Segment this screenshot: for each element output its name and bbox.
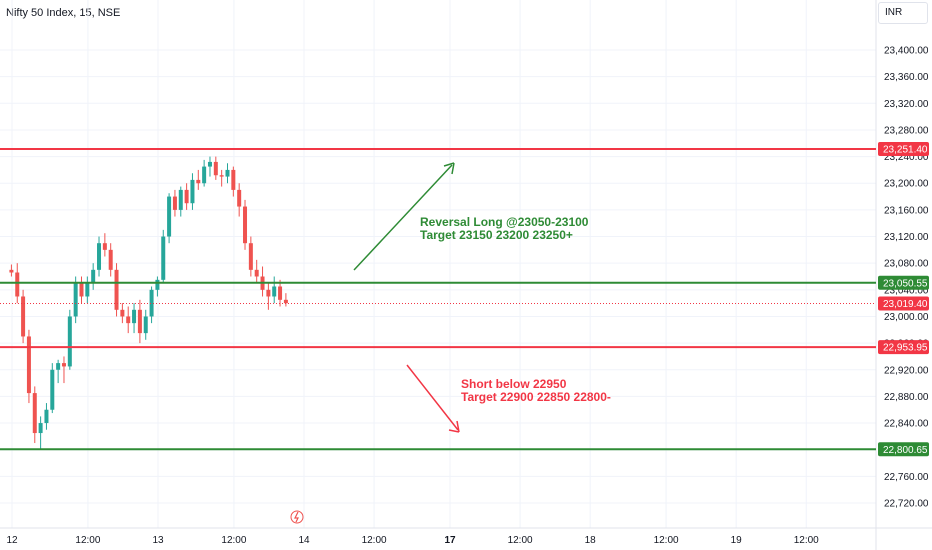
price-tick-label: 22,760.00 xyxy=(884,472,929,483)
time-tick-label: 17 xyxy=(444,535,456,546)
short-arrow-head xyxy=(448,420,460,433)
time-tick-label: 14 xyxy=(298,535,310,546)
event-icon[interactable] xyxy=(290,510,304,524)
price-level-label: 23,019.40 xyxy=(883,299,928,310)
candle-body xyxy=(225,169,230,177)
price-tick-label: 23,200.00 xyxy=(884,179,929,190)
price-tick-label: 23,040.00 xyxy=(884,285,929,296)
price-level-label: 22,953.95 xyxy=(883,343,928,354)
long-annotation-line2: Target 23150 23200 23250+ xyxy=(420,228,573,242)
candle-body xyxy=(143,316,148,334)
candle-body xyxy=(79,283,84,297)
candle-body xyxy=(283,299,288,304)
price-level-label: 22,800.65 xyxy=(883,445,928,456)
price-level-badge xyxy=(878,141,929,156)
candle-body xyxy=(272,286,277,297)
candle-body xyxy=(91,269,96,284)
time-tick-label: 12:00 xyxy=(362,535,387,546)
candle-body xyxy=(278,286,283,300)
candle-body xyxy=(21,296,26,337)
time-tick-label: 12:00 xyxy=(654,535,679,546)
candle-body xyxy=(149,289,154,317)
candle-body xyxy=(61,363,66,367)
candle-body xyxy=(231,169,236,190)
candle-body xyxy=(132,309,137,324)
candle-body xyxy=(38,423,43,434)
price-level-label: 23,050.55 xyxy=(883,278,928,289)
candle-body xyxy=(155,279,160,290)
candle-body xyxy=(15,272,20,297)
candle-body xyxy=(26,336,31,394)
candle-body xyxy=(213,161,218,176)
candle-body xyxy=(9,269,14,273)
candle-body xyxy=(97,243,102,270)
candle-body xyxy=(243,206,248,244)
price-tick-label: 22,720.00 xyxy=(884,499,929,510)
short-annotation-line1: Short below 22950 xyxy=(461,377,567,391)
price-tick-label: 23,360.00 xyxy=(884,72,929,83)
candle-body xyxy=(56,363,61,370)
candle-body xyxy=(85,283,90,297)
candle-body xyxy=(32,393,37,434)
price-tick-label: 23,080.00 xyxy=(884,259,929,270)
long-annotation-line1: Reversal Long @23050-23100 xyxy=(420,215,589,229)
currency-selector[interactable]: INR xyxy=(878,2,928,24)
price-tick-label: 23,320.00 xyxy=(884,99,929,110)
price-level-label: 23,251.40 xyxy=(883,144,928,155)
price-level-badge xyxy=(878,340,929,355)
chart-title: Nifty 50 Index, 15, NSE xyxy=(6,7,121,19)
candle-body xyxy=(254,269,259,277)
time-tick-label: 13 xyxy=(152,535,164,546)
price-tick-label: 22,840.00 xyxy=(884,419,929,430)
short-annotation-line2: Target 22900 22850 22800- xyxy=(461,390,611,404)
price-tick-label: 23,160.00 xyxy=(884,205,929,216)
candle-body xyxy=(172,196,177,210)
price-tick-label: 23,400.00 xyxy=(884,46,929,57)
candle-body xyxy=(237,189,242,207)
candle-body xyxy=(184,189,189,204)
candle-body xyxy=(178,189,183,210)
candle-body xyxy=(44,409,49,424)
candle-body xyxy=(196,179,201,184)
time-tick-label: 12:00 xyxy=(794,535,819,546)
long-arrow-line xyxy=(353,164,453,271)
price-tick-label: 23,280.00 xyxy=(884,125,929,136)
event-icon xyxy=(294,511,299,523)
price-level-badge xyxy=(878,275,929,290)
candle-body xyxy=(114,269,119,310)
time-tick-label: 12:00 xyxy=(75,535,100,546)
long-arrow-head xyxy=(443,162,455,175)
candle-body xyxy=(207,161,212,167)
candle-body xyxy=(126,316,131,324)
candle-body xyxy=(102,243,107,250)
candle-body xyxy=(137,309,142,334)
candle-body xyxy=(190,179,195,204)
candle-body xyxy=(266,289,271,297)
time-tick-label: 12:00 xyxy=(221,535,246,546)
time-tick-label: 18 xyxy=(585,535,597,546)
candle-body xyxy=(219,175,224,177)
time-tick-label: 19 xyxy=(731,535,743,546)
candle-body xyxy=(73,283,78,317)
price-tick-label: 22,920.00 xyxy=(884,365,929,376)
price-tick-label: 23,240.00 xyxy=(884,152,929,163)
candle-body xyxy=(167,196,172,237)
candle-body xyxy=(120,309,125,317)
time-tick-label: 12:00 xyxy=(508,535,533,546)
time-tick-label: 12 xyxy=(6,535,18,546)
candle-body xyxy=(248,243,253,270)
price-tick-label: 22,880.00 xyxy=(884,392,929,403)
candle-body xyxy=(50,369,55,410)
price-level-badge xyxy=(878,296,929,311)
price-level-badge xyxy=(878,442,929,457)
candle-body xyxy=(108,249,113,270)
price-tick-label: 23,000.00 xyxy=(884,312,929,323)
price-tick-label: 23,120.00 xyxy=(884,232,929,243)
candle-body xyxy=(161,236,166,280)
short-arrow-line xyxy=(406,364,459,431)
candle-body xyxy=(67,316,72,367)
candle-body xyxy=(202,166,207,184)
